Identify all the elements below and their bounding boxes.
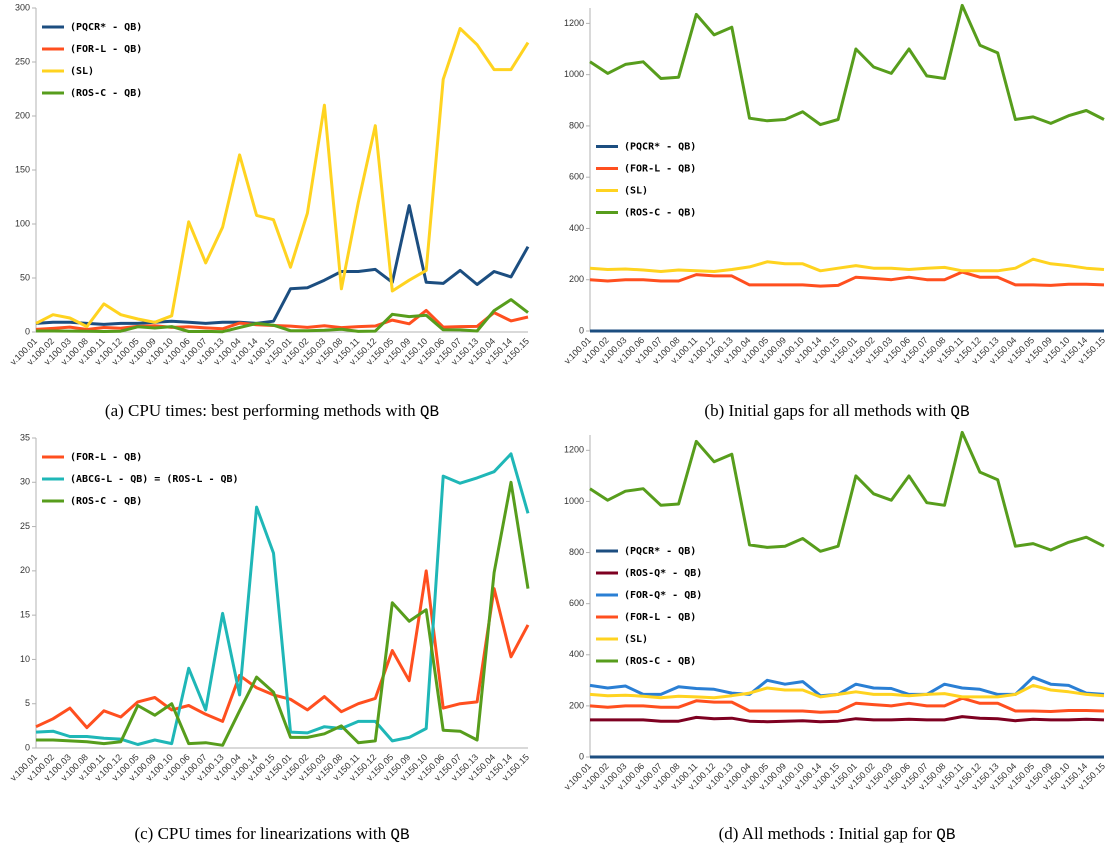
legend-label: (FOR-Q* - QB)	[624, 590, 702, 601]
series-line	[36, 298, 529, 334]
caption-text: Initial gaps for all methods with	[728, 401, 946, 420]
y-tick-label: 1000	[564, 69, 584, 79]
legend-label: (ROS-C - QB)	[70, 496, 142, 507]
legend-label: (SL)	[624, 186, 648, 197]
series-line	[589, 257, 1105, 273]
y-tick-label: 600	[569, 172, 584, 182]
legend-label: (ROS-C - QB)	[70, 88, 142, 99]
y-tick-label: 0	[579, 325, 584, 335]
legend-label: (ABCG-L - QB) = (ROS-L - QB)	[70, 474, 239, 485]
legend-label: (SL)	[70, 66, 94, 77]
caption: (c) CPU times for linearizations with QB	[134, 824, 409, 844]
series-line	[589, 3, 1105, 127]
y-tick-label: 0	[579, 751, 584, 761]
y-tick-label: 800	[569, 120, 584, 130]
y-tick-label: 150	[15, 164, 30, 174]
caption-label: (c)	[134, 824, 153, 843]
y-tick-label: 50	[20, 272, 30, 282]
y-tick-label: 20	[20, 565, 30, 575]
series-line	[36, 480, 530, 747]
y-tick-label: 400	[569, 649, 584, 659]
series-line	[589, 683, 1105, 700]
chart-panel: 050100150200250300v.100.01v.100.02v.100.…	[8, 2, 531, 421]
y-tick-label: 1000	[564, 496, 584, 506]
y-tick-label: 600	[569, 598, 584, 608]
caption-text: CPU times: best performing methods with	[128, 401, 416, 420]
legend-label: (PQCR* - QB)	[624, 142, 696, 153]
legend-label: (FOR-L - QB)	[70, 452, 142, 463]
series-line	[590, 715, 1105, 724]
legend: (PQCR* - QB) (ROS-Q* - QB) (FOR-Q* - QB) (F…	[596, 546, 702, 667]
caption: (a) CPU times: best performing methods w…	[105, 401, 439, 421]
legend: (FOR-L - QB) (ABCG-L - QB) = (ROS-L - QB)…	[42, 452, 239, 507]
caption-label: (b)	[704, 401, 724, 420]
legend-label: (ROS-Q* - QB)	[624, 568, 702, 579]
y-tick-label: 800	[569, 547, 584, 557]
legend-label: (FOR-L - QB)	[624, 164, 696, 175]
y-tick-label: 200	[569, 700, 584, 710]
chart-panel: 020040060080010001200v.100.01v.100.02v.1…	[562, 430, 1106, 844]
legend-label: (FOR-L - QB)	[624, 612, 696, 623]
series-line	[35, 452, 530, 746]
chart-panel: 05101520253035v.100.01v.100.02v.100.03v.…	[8, 432, 531, 844]
y-tick-label: 0	[25, 742, 30, 752]
legend-label: (SL)	[624, 634, 648, 645]
y-tick-label: 15	[20, 610, 30, 620]
series-line	[589, 270, 1105, 288]
caption-code: QB	[936, 826, 955, 844]
caption-text: All methods : Initial gap for	[742, 824, 933, 843]
caption-code: QB	[950, 403, 969, 421]
y-tick-label: 10	[20, 654, 30, 664]
y-tick-label: 0	[25, 326, 30, 336]
caption-code: QB	[390, 826, 409, 844]
legend-label: (PQCR* - QB)	[70, 22, 142, 33]
y-tick-label: 400	[569, 223, 584, 233]
legend-label: (ROS-C - QB)	[624, 656, 696, 667]
y-tick-label: 250	[15, 56, 30, 66]
caption-label: (a)	[105, 401, 124, 420]
caption-label: (d)	[719, 824, 739, 843]
y-tick-label: 300	[15, 2, 30, 12]
y-tick-label: 100	[15, 218, 30, 228]
series-line	[35, 569, 530, 730]
legend-label: (PQCR* - QB)	[624, 546, 696, 557]
legend-label: (FOR-L - QB)	[70, 44, 142, 55]
legend: (PQCR* - QB) (FOR-L - QB) (SL) (ROS-C - QB)	[42, 22, 142, 99]
series-line	[35, 204, 530, 326]
legend-label: (ROS-C - QB)	[624, 208, 696, 219]
series-line	[35, 308, 529, 331]
y-tick-label: 1200	[564, 445, 584, 455]
y-tick-label: 200	[569, 274, 584, 284]
y-tick-label: 35	[20, 432, 30, 442]
chart-panel: 020040060080010001200v.100.01v.100.02v.1…	[562, 3, 1106, 421]
y-tick-label: 200	[15, 110, 30, 120]
series-line	[35, 27, 530, 329]
caption-text: CPU times for linearizations with	[158, 824, 387, 843]
y-tick-label: 25	[20, 521, 30, 531]
caption: (b) Initial gaps for all methods with QB	[704, 401, 969, 421]
y-tick-label: 5	[25, 698, 30, 708]
caption: (d) All methods : Initial gap for QB	[719, 824, 956, 844]
y-tick-label: 1200	[564, 18, 584, 28]
series-line	[589, 696, 1105, 714]
series-line	[589, 430, 1105, 553]
legend: (PQCR* - QB) (FOR-L - QB) (SL) (ROS-C - QB)	[596, 142, 696, 219]
caption-code: QB	[420, 403, 439, 421]
y-tick-label: 30	[20, 477, 30, 487]
